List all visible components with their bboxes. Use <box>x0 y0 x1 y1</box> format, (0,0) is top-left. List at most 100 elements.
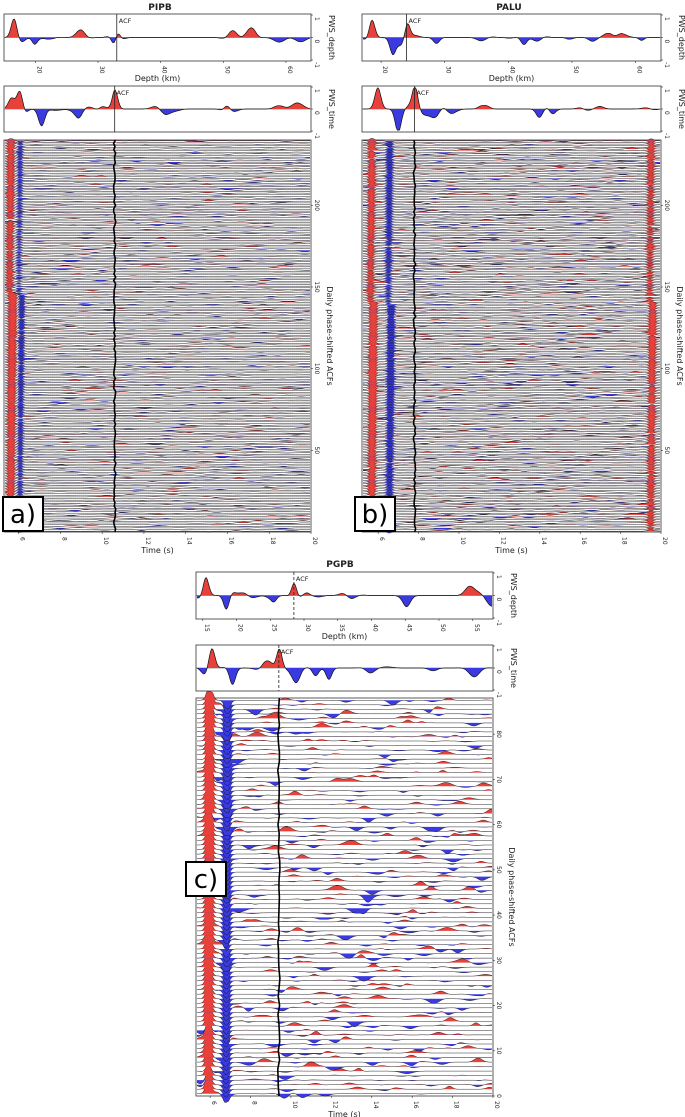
trace-line <box>363 396 661 402</box>
trace-positive-fill <box>363 390 660 393</box>
trace-line <box>363 193 660 199</box>
trace-line <box>363 433 660 439</box>
trace-line <box>363 402 661 408</box>
trace-line <box>362 179 660 184</box>
trace-line <box>362 246 661 251</box>
trace-positive-fill <box>197 827 492 836</box>
time-xlabel: Time (s) <box>494 546 528 555</box>
trace-negative-fill <box>363 184 660 187</box>
trace-negative-fill <box>363 425 660 428</box>
x-tick-label: 60 <box>636 66 643 74</box>
trace-plot: 6 8 10 12 14 16 18 20 Time (s) 50 100 150 200 Daily p… <box>361 138 684 555</box>
trace-negative-fill <box>363 273 660 275</box>
trace-line <box>4 489 311 494</box>
x-tick-label: 20 <box>35 66 42 74</box>
depth-stack-negative-fill <box>197 595 492 610</box>
trace-line <box>362 275 660 280</box>
trace-line <box>362 484 660 490</box>
trace-line <box>4 176 310 181</box>
trace-line <box>4 314 310 319</box>
trace-line <box>362 274 661 279</box>
trace-line <box>363 148 660 153</box>
y-tick-label: 1 <box>663 17 670 21</box>
trace-negative-fill <box>363 474 660 477</box>
x-tick-label: 50 <box>439 624 446 632</box>
trace-line <box>4 502 310 507</box>
x-tick-label: 6 <box>19 537 26 541</box>
trace-line <box>362 518 660 524</box>
trace-negative-fill <box>363 183 660 186</box>
trace-line <box>362 195 660 201</box>
trace-line <box>197 741 492 759</box>
trace-line <box>362 170 660 176</box>
trace-lines <box>4 138 311 533</box>
trace-line <box>363 381 661 387</box>
trace-line <box>196 958 492 977</box>
trace-positive-fill <box>363 321 660 324</box>
time-stack-line <box>4 89 311 127</box>
trace-line <box>362 489 660 495</box>
trace-line <box>4 208 310 213</box>
trace-line <box>4 221 310 226</box>
trace-positive-fill <box>363 445 660 448</box>
traces-axis-label: Daily phase-shifted ACFs <box>325 286 334 385</box>
trace-line <box>197 976 493 995</box>
trace-negative-fill <box>363 284 660 286</box>
trace-line <box>362 151 660 157</box>
trace-negative-fill <box>363 147 660 150</box>
trace-line <box>4 182 311 187</box>
trace-negative-fill <box>363 465 660 468</box>
trace-line <box>362 152 660 159</box>
trace-line <box>197 1003 492 1022</box>
trace-line <box>363 154 661 160</box>
trace-line <box>362 345 661 351</box>
trace-negative-fill <box>363 418 660 421</box>
trace-negative-fill <box>5 266 310 268</box>
trace-line <box>4 308 311 314</box>
trace-line <box>4 272 310 277</box>
trace-positive-fill <box>5 277 310 280</box>
trace-line <box>362 295 660 300</box>
trace-line <box>196 736 493 755</box>
trace-line <box>362 512 660 518</box>
trace-line <box>196 876 492 895</box>
trace-line <box>4 256 310 260</box>
trace-negative-fill <box>5 299 310 302</box>
x-tick-label: 60 <box>286 66 293 74</box>
trace-line <box>363 384 660 390</box>
trace-line <box>4 403 311 408</box>
y-tick-label: 30 <box>495 956 502 964</box>
trace-line <box>197 922 492 940</box>
trace-line <box>4 174 310 179</box>
trace-line <box>362 474 661 480</box>
trace-line <box>197 971 492 990</box>
trace-line <box>4 172 310 177</box>
trace-line <box>4 220 310 223</box>
trace-line <box>363 417 661 423</box>
trace-negative-fill <box>363 395 660 398</box>
trace-line <box>362 277 660 282</box>
trace-line <box>196 858 492 877</box>
trace-line <box>363 358 660 364</box>
trace-line <box>4 289 311 293</box>
depth-stack-line <box>4 18 311 45</box>
trace-line <box>4 251 311 256</box>
trace-line <box>362 164 661 170</box>
trace-line <box>4 528 310 533</box>
x-tick-label: 20 <box>237 624 244 632</box>
trace-line <box>362 322 661 328</box>
trace-line <box>4 432 310 437</box>
trace-line <box>362 211 660 217</box>
trace-line <box>363 365 660 371</box>
trace-line <box>197 998 492 1017</box>
trace-line <box>4 357 310 362</box>
trace-line <box>4 140 310 145</box>
trace-negative-fill <box>363 491 660 495</box>
trace-line <box>4 177 310 182</box>
trace-line <box>362 469 661 475</box>
trace-line <box>362 203 661 209</box>
trace-line <box>197 940 493 958</box>
x-tick-label: 6 <box>210 1101 217 1105</box>
trace-line <box>4 523 310 528</box>
y-tick-label: 60 <box>495 821 502 829</box>
